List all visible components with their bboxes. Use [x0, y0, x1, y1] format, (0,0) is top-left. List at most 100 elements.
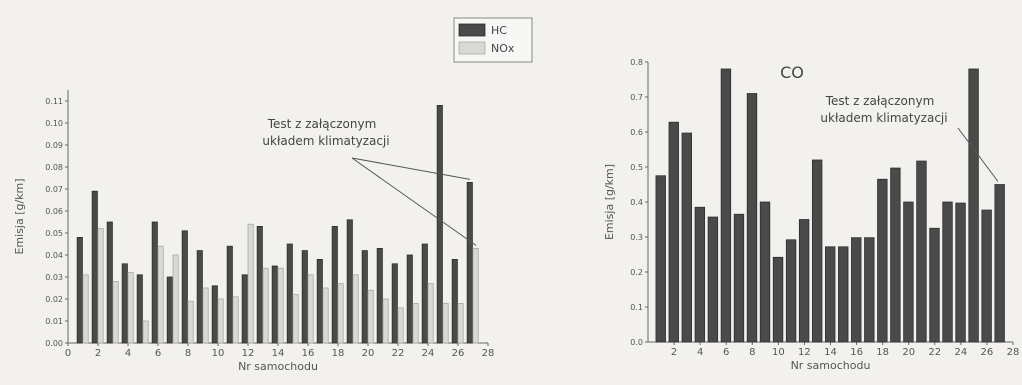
co-bar: [877, 178, 888, 343]
nox-bar: [97, 228, 104, 344]
y-tick-label: 0.5: [630, 163, 643, 172]
co-bar: [733, 213, 745, 343]
nox-bar: [397, 307, 404, 344]
x-tick-label: 4: [697, 347, 703, 358]
x-tick-label: 12: [798, 347, 811, 358]
nox-bar: [82, 274, 89, 344]
y-tick-label: 0.10: [45, 119, 63, 128]
hc-bar: [196, 250, 203, 344]
co-bar: [968, 68, 979, 343]
x-tick-label: 18: [876, 347, 889, 358]
nox-bar: [457, 302, 464, 344]
hc-nox-chart: 0.00 0.01 0.02 0.03 0.04 0.05 0.06 0.07 0.08 0.09…: [13, 17, 533, 373]
hc-bar: [316, 258, 323, 344]
nox-bar: [307, 274, 314, 344]
y-tick-label: 0.08: [45, 163, 63, 172]
x-tick-label: 4: [125, 348, 131, 359]
hc-bar: [466, 181, 473, 344]
hc-bar: [436, 105, 443, 344]
hc-bar: [136, 274, 143, 344]
nox-bar: [172, 254, 179, 344]
hc-bar: [151, 221, 158, 344]
nox-bar: [337, 283, 344, 344]
y-tick-label: 0.00: [45, 339, 63, 348]
y-tick-label: 0.02: [45, 295, 63, 304]
co-bar: [811, 159, 823, 343]
x-tick-label: 8: [185, 348, 191, 359]
y-tick-label: 0.3: [630, 233, 643, 242]
nox-bar: [142, 320, 149, 344]
legend-label-hc: HC: [491, 24, 507, 37]
y-tick-label: 0.06: [45, 207, 63, 216]
co-bar: [707, 216, 719, 343]
y-tick-label: 0.09: [45, 141, 63, 150]
co-bar: [955, 202, 966, 343]
x-tick-label: 10: [772, 347, 785, 358]
x-tick-label: 26: [452, 348, 465, 359]
hc-bar: [181, 230, 188, 344]
co-bar: [916, 160, 927, 343]
hc-bar: [406, 254, 413, 344]
x-tick-label: 16: [302, 348, 315, 359]
co-bar: [994, 184, 1005, 343]
nox-bar: [112, 280, 119, 344]
legend-swatch-hc: [458, 23, 486, 37]
nox-bar: [247, 223, 254, 344]
co-bar: [942, 201, 953, 343]
x-tick-label: 16: [850, 347, 863, 358]
co-bar: [681, 132, 692, 343]
hc-bar: [256, 225, 263, 344]
annotation-arrow: [957, 127, 999, 182]
co-bar: [929, 227, 940, 343]
legend-label-nox: NOx: [491, 42, 515, 55]
y-tick-label: 0.11: [45, 97, 63, 106]
co-bar: [851, 237, 862, 343]
x-tick-label: 28: [1007, 347, 1020, 358]
nox-bar: [442, 302, 449, 344]
co-chart: 0.00.10.20.30.40.50.60.70.82 4 6 8 10 12 14 16 1…: [603, 58, 1019, 372]
nox-bar: [217, 298, 224, 344]
hc-bar: [76, 236, 83, 344]
series-nox: [82, 223, 479, 344]
co-bar: [655, 175, 666, 343]
nox-bar: [202, 287, 209, 344]
nox-bar: [292, 294, 299, 344]
co-bar: [981, 209, 992, 343]
series-co: [655, 68, 1005, 343]
y-tick-label: 0.6: [630, 128, 643, 137]
y-tick-label: 0.0: [630, 338, 643, 347]
y-tick-label: 0.04: [45, 251, 63, 260]
hc-bar: [166, 276, 173, 344]
hc-bar: [271, 265, 278, 344]
y-tick-label: 0.1: [630, 303, 643, 312]
nox-bar: [322, 287, 329, 344]
annotation-line-1: Test z załączonym: [825, 94, 935, 108]
y-tick-label: 0.7: [630, 93, 643, 102]
y-tick-label: 0.03: [45, 273, 63, 282]
chart-title: CO: [780, 63, 804, 82]
co-bar: [720, 68, 732, 343]
x-tick-label: 14: [272, 348, 285, 359]
hc-bar: [331, 225, 338, 344]
co-bar: [798, 219, 810, 343]
co-bar: [746, 93, 758, 343]
x-tick-label: 20: [362, 348, 375, 359]
x-tick-label: 24: [422, 348, 435, 359]
nox-bar: [232, 296, 239, 344]
x-tick-label: 6: [155, 348, 161, 359]
hc-bar: [361, 250, 368, 344]
co-bar: [890, 167, 901, 343]
hc-bar: [391, 263, 398, 344]
x-tick-label: 2: [95, 348, 101, 359]
x-tick-label: 20: [902, 347, 915, 358]
y-tick-label: 0.05: [45, 229, 63, 238]
nox-bar: [157, 245, 164, 344]
y-tick-label: 0.2: [630, 268, 643, 277]
nox-bar: [427, 283, 434, 344]
x-tick-label: 22: [392, 348, 405, 359]
y-tick-label: 0.8: [630, 58, 643, 67]
x-tick-label: 6: [723, 347, 729, 358]
hc-bar: [346, 219, 353, 344]
nox-bar: [472, 247, 479, 344]
hc-bar: [301, 250, 308, 344]
